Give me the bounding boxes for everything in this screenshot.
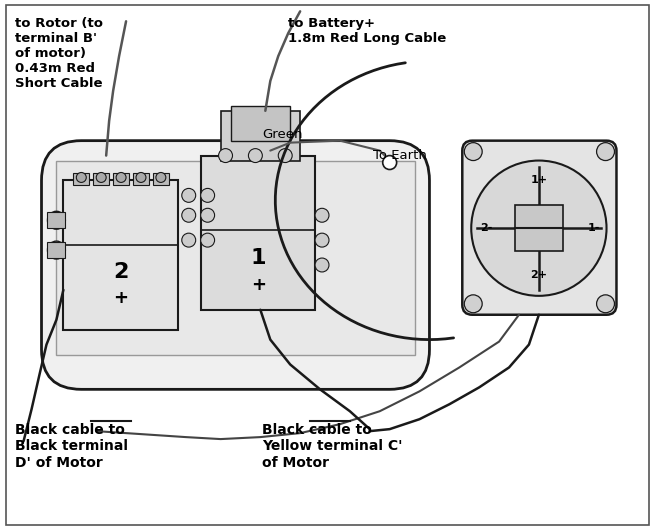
Text: to Battery+
1.8m Red Long Cable: to Battery+ 1.8m Red Long Cable [288, 17, 447, 45]
Bar [113, 173, 129, 185]
Bar [93, 173, 109, 185]
Circle shape [96, 172, 106, 182]
FancyBboxPatch shape [41, 140, 430, 390]
Bar [47, 213, 66, 228]
Bar [73, 173, 89, 185]
Circle shape [116, 172, 126, 182]
Bar [133, 173, 149, 185]
Circle shape [219, 148, 233, 163]
Circle shape [200, 188, 215, 202]
Text: Black cable to
Black terminal
D' of Motor: Black cable to Black terminal D' of Moto… [15, 423, 128, 470]
Circle shape [315, 208, 329, 222]
Circle shape [315, 233, 329, 247]
Bar [231, 106, 290, 140]
Circle shape [383, 156, 397, 170]
Circle shape [471, 161, 607, 296]
Bar [56, 161, 415, 355]
Bar [64, 180, 178, 330]
Circle shape [248, 148, 263, 163]
Bar [221, 111, 300, 161]
Circle shape [182, 188, 196, 202]
FancyBboxPatch shape [462, 140, 616, 315]
Text: To Earth: To Earth [373, 149, 427, 162]
Bar [515, 205, 563, 251]
Bar [200, 156, 315, 310]
Circle shape [597, 143, 614, 161]
Circle shape [315, 258, 329, 272]
Circle shape [182, 208, 196, 222]
Circle shape [200, 208, 215, 222]
Text: +: + [251, 276, 266, 294]
Text: 1+: 1+ [531, 175, 548, 186]
Circle shape [597, 295, 614, 313]
Circle shape [464, 143, 482, 161]
Text: to Rotor (to
terminal B'
of motor)
0.43m Red
Short Cable: to Rotor (to terminal B' of motor) 0.43m… [15, 17, 103, 90]
Circle shape [47, 211, 66, 229]
Text: 2: 2 [113, 262, 129, 282]
Circle shape [156, 172, 166, 182]
Text: 2-: 2- [480, 223, 493, 233]
Text: Green: Green [263, 128, 303, 141]
Text: +: + [113, 289, 128, 307]
Circle shape [464, 295, 482, 313]
Circle shape [200, 233, 215, 247]
Circle shape [278, 148, 292, 163]
Circle shape [182, 233, 196, 247]
Bar [47, 242, 66, 258]
Text: 2+: 2+ [531, 270, 548, 280]
Circle shape [47, 241, 66, 259]
Text: 1: 1 [251, 248, 266, 268]
Bar [153, 173, 169, 185]
Circle shape [136, 172, 146, 182]
Text: Black cable to
Yellow terminal C'
of Motor: Black cable to Yellow terminal C' of Mot… [263, 423, 403, 470]
Text: 1-: 1- [588, 223, 600, 233]
Circle shape [77, 172, 86, 182]
